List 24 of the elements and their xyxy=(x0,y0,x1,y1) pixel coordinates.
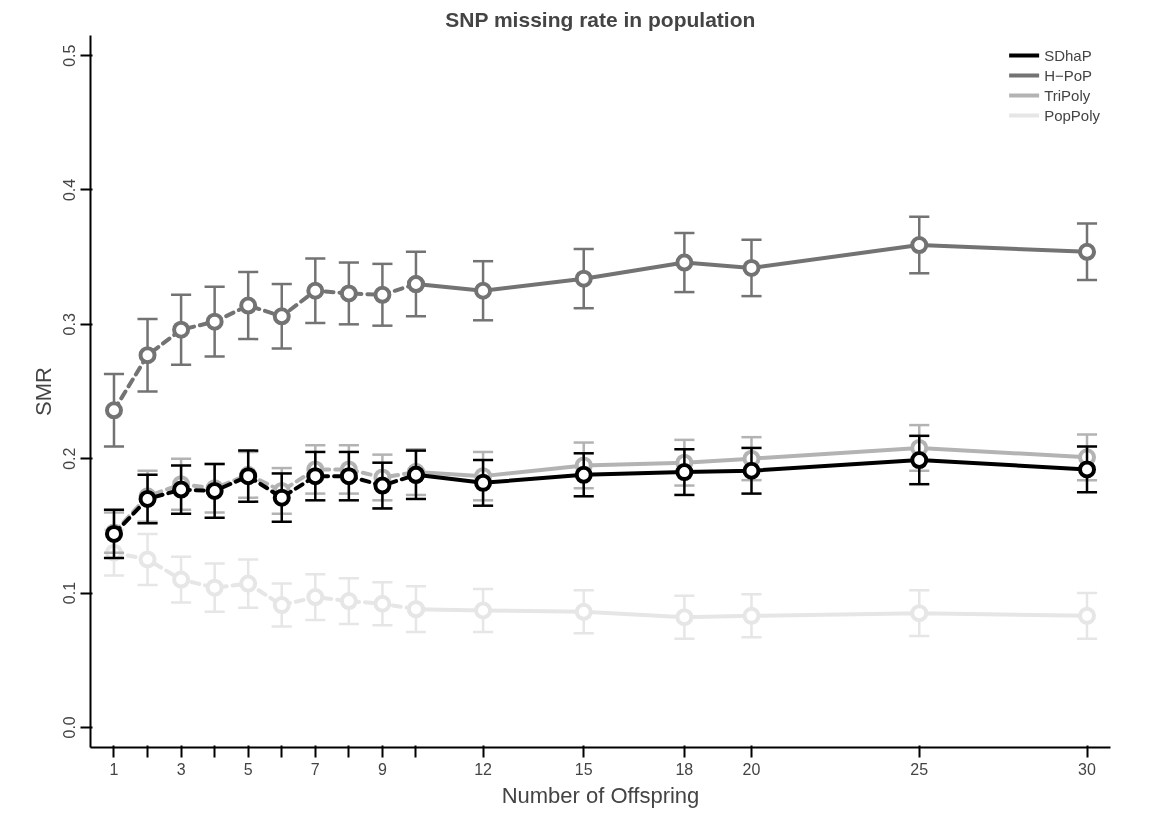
x-tick-label: 1 xyxy=(109,760,119,778)
legend-label: SDhaP xyxy=(1044,46,1092,64)
y-tick-label: 0.1 xyxy=(61,581,79,605)
x-tick-label: 20 xyxy=(742,760,761,778)
y-tick-label: 0.4 xyxy=(61,178,79,202)
x-tick-label: 12 xyxy=(474,760,493,778)
y-tick-label: 0.3 xyxy=(61,313,79,336)
x-axis-title: Number of Offspring xyxy=(501,782,700,808)
x-tick-label: 7 xyxy=(310,760,320,778)
chart-title: SNP missing rate in population xyxy=(445,7,756,31)
y-tick-label: 0.5 xyxy=(61,44,79,67)
x-tick-label: 9 xyxy=(377,760,387,778)
legend-label: PopPoly xyxy=(1044,106,1100,124)
x-tick-label: 18 xyxy=(675,760,694,778)
legend-label: H−PoP xyxy=(1044,66,1093,84)
x-tick-label: 15 xyxy=(574,760,593,778)
x-tick-label: 30 xyxy=(1078,760,1097,778)
y-tick-label: 0.0 xyxy=(61,716,79,739)
x-tick-label: 3 xyxy=(176,760,186,778)
y-axis-title: SMR xyxy=(30,367,56,416)
x-tick-label: 25 xyxy=(910,760,929,778)
y-tick-label: 0.2 xyxy=(61,447,79,470)
x-tick-label: 5 xyxy=(243,760,253,778)
legend-label: TriPoly xyxy=(1044,86,1091,104)
